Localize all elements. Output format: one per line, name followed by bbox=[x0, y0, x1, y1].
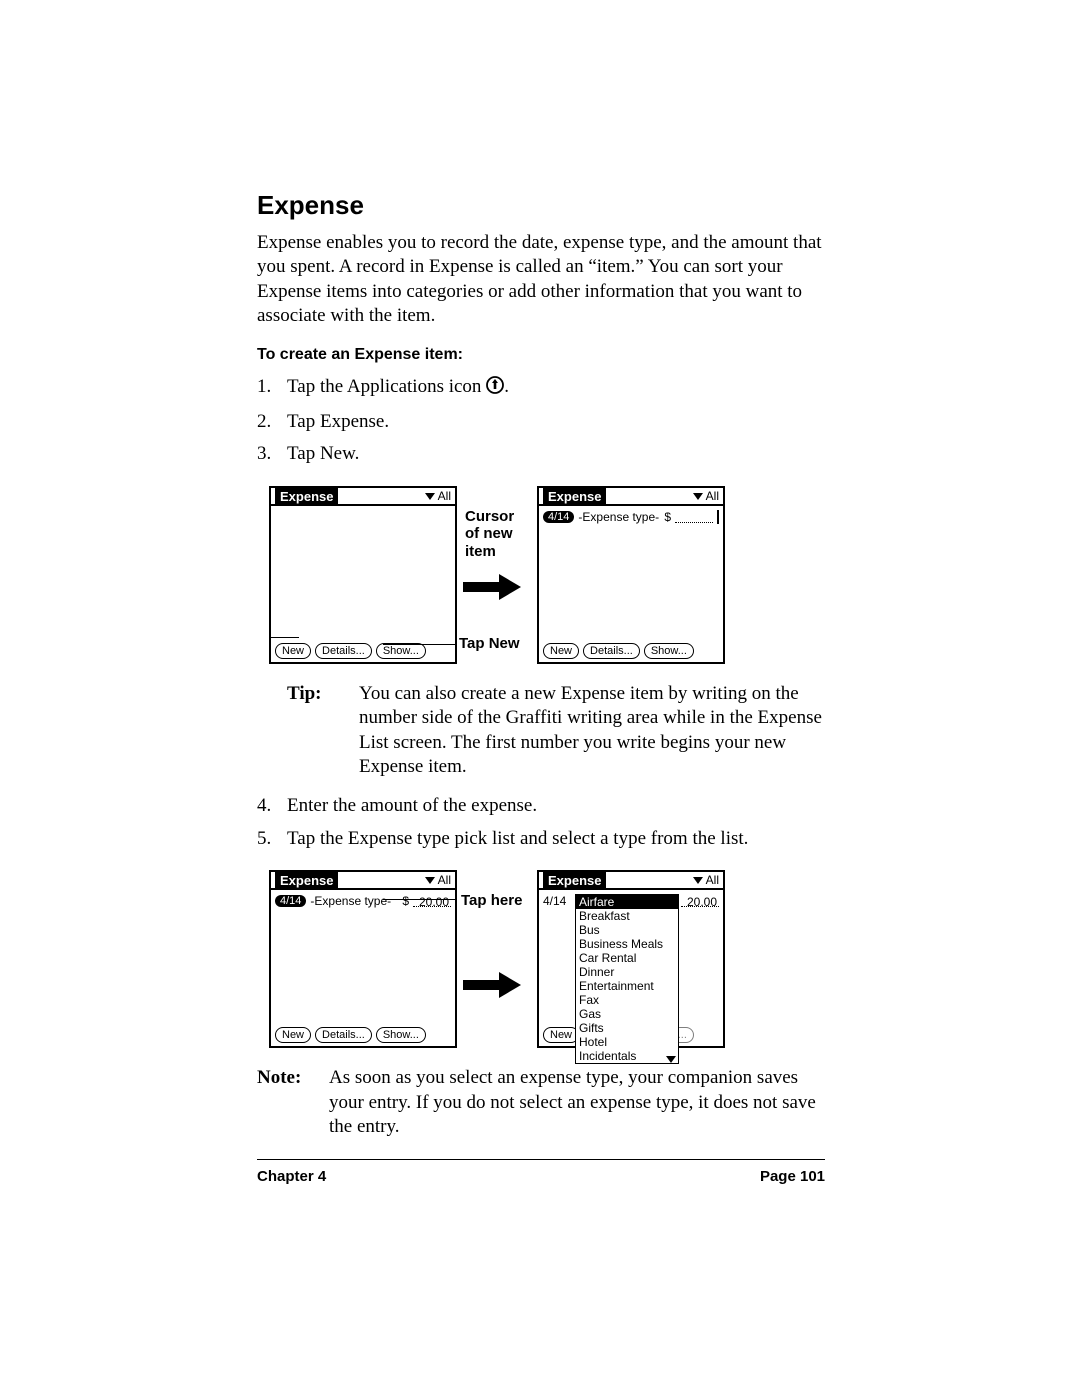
page-footer: Chapter 4 Page 101 bbox=[257, 1159, 825, 1185]
expense-type-picker[interactable]: -Expense type- bbox=[310, 894, 391, 908]
chevron-down-icon bbox=[693, 493, 703, 500]
chevron-down-icon bbox=[425, 877, 435, 884]
app-title-chip[interactable]: Expense bbox=[275, 488, 338, 505]
category-picker[interactable]: All bbox=[693, 489, 719, 503]
steps-list-b: 4.Enter the amount of the expense. 5.Tap… bbox=[257, 793, 825, 852]
category-picker[interactable]: All bbox=[693, 873, 719, 887]
app-title-chip[interactable]: Expense bbox=[543, 872, 606, 889]
figure-2: Expense All 4/14 -Expense type- $ 20.00 … bbox=[269, 870, 825, 1048]
figure-1: Expense All New Details... Show... Curso… bbox=[269, 486, 825, 664]
details-button[interactable]: Details... bbox=[583, 643, 640, 659]
expense-type-list[interactable]: Airfare Breakfast Bus Business Meals Car… bbox=[575, 894, 679, 1064]
type-option[interactable]: Fax bbox=[576, 993, 678, 1007]
palm-screen-empty: Expense All New Details... Show... bbox=[269, 486, 457, 664]
palm-header: Expense All bbox=[271, 488, 455, 506]
new-button[interactable]: New bbox=[275, 1027, 311, 1043]
note-label: Note: bbox=[257, 1066, 329, 1139]
chevron-down-icon bbox=[425, 493, 435, 500]
show-button[interactable]: Show... bbox=[376, 643, 426, 659]
type-option[interactable]: Entertainment bbox=[576, 979, 678, 993]
category-picker[interactable]: All bbox=[425, 873, 451, 887]
expense-row[interactable]: 4/14 -Expense type- $ 20.00 bbox=[275, 892, 451, 910]
date-chip[interactable]: 4/14 bbox=[543, 511, 574, 523]
show-button[interactable]: Show... bbox=[644, 643, 694, 659]
type-option[interactable]: Bus bbox=[576, 923, 678, 937]
details-button[interactable]: Details... bbox=[315, 643, 372, 659]
intro-paragraph: Expense enables you to record the date, … bbox=[257, 231, 825, 328]
type-option[interactable]: Hotel bbox=[576, 1035, 678, 1049]
step-2: 2.Tap Expense. bbox=[257, 409, 825, 436]
scroll-down-icon[interactable] bbox=[666, 1056, 676, 1063]
amount-field[interactable]: 20.00 bbox=[413, 895, 451, 907]
type-option[interactable]: Breakfast bbox=[576, 909, 678, 923]
step-3-text: Tap New. bbox=[287, 443, 359, 464]
type-option[interactable]: Car Rental bbox=[576, 951, 678, 965]
app-title-chip[interactable]: Expense bbox=[275, 872, 338, 889]
figure-1-labels: Cursor of new item Tap New bbox=[459, 486, 535, 664]
amount-field[interactable]: 20.00 bbox=[681, 895, 719, 907]
footer-chapter: Chapter 4 bbox=[257, 1168, 326, 1185]
currency-symbol: $ bbox=[664, 510, 671, 524]
note-block: Note: As soon as you select an expense t… bbox=[257, 1066, 825, 1139]
amount-field[interactable] bbox=[675, 511, 713, 523]
type-option[interactable]: Dinner bbox=[576, 965, 678, 979]
date-text: 4/14 bbox=[543, 894, 566, 908]
palm-screen-typelist: Expense All 4/14 20.00 Airfare Breakfast… bbox=[537, 870, 725, 1048]
arrow-right-icon bbox=[463, 574, 523, 600]
palm-footer: New Details... Show... bbox=[275, 643, 451, 659]
figure-2-labels: Tap here bbox=[459, 870, 535, 1048]
step-5: 5.Tap the Expense type pick list and sel… bbox=[257, 826, 825, 853]
text-cursor bbox=[717, 510, 719, 524]
steps-list-a: 1. Tap the Applications icon . 2.Tap Exp… bbox=[257, 374, 825, 468]
type-option[interactable]: Gifts bbox=[576, 1021, 678, 1035]
expense-row[interactable]: 4/14 -Expense type- $ bbox=[543, 508, 719, 526]
type-option[interactable]: Gas bbox=[576, 1007, 678, 1021]
step-1: 1. Tap the Applications icon . bbox=[257, 374, 825, 403]
expense-type-picker[interactable]: -Expense type- bbox=[578, 510, 659, 524]
applications-icon bbox=[486, 376, 504, 403]
category-picker[interactable]: All bbox=[425, 489, 451, 503]
footer-page: Page 101 bbox=[760, 1168, 825, 1185]
section-heading: Expense bbox=[257, 190, 825, 221]
chevron-down-icon bbox=[693, 877, 703, 884]
show-button[interactable]: Show... bbox=[376, 1027, 426, 1043]
step-4: 4.Enter the amount of the expense. bbox=[257, 793, 825, 820]
tip-block: Tip: You can also create a new Expense i… bbox=[257, 682, 825, 779]
new-button[interactable]: New bbox=[275, 643, 311, 659]
page-content: Expense Expense enables you to record th… bbox=[257, 190, 825, 1185]
palm-screen-newitem: Expense All 4/14 -Expense type- $ New De… bbox=[537, 486, 725, 664]
tip-text: You can also create a new Expense item b… bbox=[359, 682, 825, 779]
step-1-text: Tap the Applications icon bbox=[287, 376, 481, 397]
type-option[interactable]: Business Meals bbox=[576, 937, 678, 951]
date-chip[interactable]: 4/14 bbox=[275, 895, 306, 907]
type-option[interactable]: Incidentals bbox=[576, 1049, 678, 1063]
new-button[interactable]: New bbox=[543, 643, 579, 659]
new-button[interactable]: New bbox=[543, 1027, 579, 1043]
note-text: As soon as you select an expense type, y… bbox=[329, 1066, 825, 1139]
step-2-text: Tap Expense. bbox=[287, 411, 389, 432]
step-3: 3.Tap New. bbox=[257, 441, 825, 468]
currency-symbol: $ bbox=[402, 894, 409, 908]
type-option[interactable]: Airfare bbox=[576, 895, 678, 909]
arrow-right-icon bbox=[463, 972, 523, 998]
app-title-chip[interactable]: Expense bbox=[543, 488, 606, 505]
tip-label: Tip: bbox=[287, 682, 359, 779]
palm-screen-amount: Expense All 4/14 -Expense type- $ 20.00 … bbox=[269, 870, 457, 1048]
procedure-heading: To create an Expense item: bbox=[257, 346, 825, 364]
details-button[interactable]: Details... bbox=[315, 1027, 372, 1043]
